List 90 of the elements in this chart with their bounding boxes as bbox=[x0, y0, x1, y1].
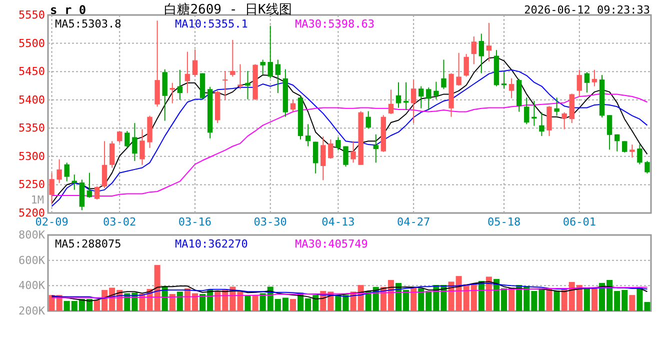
candlestick bbox=[614, 134, 620, 152]
candlestick bbox=[554, 97, 560, 116]
candlestick bbox=[532, 100, 537, 126]
candlestick bbox=[132, 122, 138, 162]
candlestick bbox=[418, 86, 424, 109]
candlestick bbox=[49, 172, 54, 204]
candlestick bbox=[434, 81, 439, 100]
candlestick bbox=[109, 140, 115, 168]
annotation: 2026-06-12 09:23:33 bbox=[524, 4, 650, 16]
x-tick-label: 02-09 bbox=[35, 216, 68, 228]
candlestick bbox=[162, 68, 168, 122]
x-tick-label: 03-02 bbox=[103, 216, 136, 228]
x-tick-label: 06-01 bbox=[562, 216, 596, 228]
candlestick bbox=[637, 144, 642, 165]
candlestick bbox=[238, 64, 243, 90]
candlestick bbox=[177, 69, 183, 100]
text: MA30:5398.63 bbox=[295, 18, 374, 30]
text: MA5:5303.8 bbox=[55, 18, 122, 30]
candlestick bbox=[260, 59, 266, 76]
line-series bbox=[51, 286, 648, 298]
x-tick-label: 03-16 bbox=[178, 216, 212, 228]
candlestick bbox=[478, 33, 484, 74]
text: 1M bbox=[30, 194, 44, 206]
candlestick bbox=[117, 130, 122, 144]
candlestick bbox=[366, 110, 371, 130]
candlestick bbox=[290, 99, 296, 112]
candlestick bbox=[456, 52, 462, 86]
candlestick bbox=[630, 144, 635, 158]
candlestick bbox=[328, 138, 334, 160]
candlestick bbox=[350, 140, 356, 164]
candlestick bbox=[410, 80, 416, 124]
candlestick bbox=[606, 114, 612, 150]
text: MA10:5355.1 bbox=[175, 18, 248, 30]
y-tick-label: 5250 bbox=[18, 178, 45, 192]
y-tick-label: 400K bbox=[18, 279, 46, 292]
candlestick bbox=[441, 59, 446, 90]
x-tick-label: 04-27 bbox=[397, 216, 430, 228]
candlestick bbox=[644, 160, 650, 174]
candlestick bbox=[305, 124, 311, 147]
text: MA5:288075 bbox=[55, 238, 122, 250]
candlestick bbox=[426, 86, 432, 110]
candlestick bbox=[592, 69, 598, 87]
x-tick-label: 04-13 bbox=[322, 216, 355, 228]
candlestick bbox=[336, 136, 341, 151]
candlestick bbox=[486, 22, 492, 62]
candlestick bbox=[388, 89, 394, 114]
candlestick bbox=[222, 70, 228, 100]
y-tick-label: 5350 bbox=[18, 122, 45, 135]
x-tick-label: 05-18 bbox=[487, 216, 521, 228]
text: MA10:362270 bbox=[175, 238, 248, 250]
y-tick-label: 5450 bbox=[18, 65, 45, 78]
candlestick bbox=[373, 134, 378, 164]
candlestick bbox=[396, 82, 402, 108]
text: MA30:405749 bbox=[295, 238, 368, 250]
candlestick bbox=[562, 112, 567, 130]
candlestick bbox=[576, 69, 582, 97]
y-tick-label: 5300 bbox=[18, 150, 45, 163]
candlestick bbox=[524, 97, 530, 125]
y-tick-label: 5550 bbox=[18, 8, 45, 22]
candlestick bbox=[64, 162, 70, 182]
candlestick bbox=[86, 172, 92, 198]
candlestick bbox=[184, 51, 190, 94]
candlestick bbox=[124, 130, 130, 148]
y-tick-label: 5500 bbox=[18, 36, 45, 50]
candlestick bbox=[140, 128, 145, 166]
y-tick-label: 5400 bbox=[18, 93, 45, 106]
candlestick bbox=[320, 136, 326, 181]
candlestick bbox=[471, 36, 476, 65]
candlestick bbox=[622, 140, 628, 153]
candlestick bbox=[192, 49, 198, 78]
candlestick bbox=[584, 72, 590, 94]
candlestick bbox=[343, 146, 348, 168]
candlestick bbox=[275, 59, 280, 94]
candlestick bbox=[312, 141, 318, 174]
y-tick-label: 800K bbox=[18, 228, 46, 242]
candlestick bbox=[508, 78, 514, 99]
y-tick-label: 600K bbox=[18, 254, 46, 267]
candlestick bbox=[94, 186, 100, 200]
candlestick bbox=[230, 39, 236, 78]
chart-title: 白糖2609 - 日K线图 bbox=[164, 2, 292, 18]
y-tick-label: 200K bbox=[18, 304, 46, 318]
x-tick-label: 03-30 bbox=[254, 216, 287, 228]
candlestick bbox=[102, 140, 108, 189]
candlestick bbox=[56, 158, 62, 184]
candlestick bbox=[268, 25, 273, 79]
candlestick bbox=[539, 112, 544, 137]
candlestick bbox=[245, 70, 250, 100]
candlestick bbox=[546, 106, 552, 137]
candlestick bbox=[464, 54, 469, 78]
annotation: s r 0 bbox=[50, 3, 86, 17]
